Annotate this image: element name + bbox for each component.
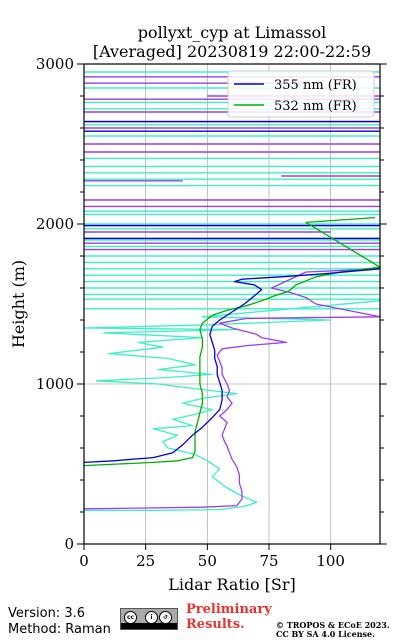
chart-title-line-1: pollyxt_cyp at Limassol	[138, 23, 327, 42]
data-layer	[83, 71, 381, 512]
lidar-ratio-chart: pollyxt_cyp at Limassol [Averaged] 20230…	[9, 23, 387, 594]
chart-title-line-2: [Averaged] 20230819 22:00-22:59	[93, 42, 371, 61]
y-axis-label: Height (m)	[9, 260, 28, 348]
legend-label: 532 nm (FR)	[274, 99, 357, 114]
series-line-532-nm-fr-	[83, 216, 381, 467]
y-tick-label: 3000	[36, 55, 74, 73]
copyright-line-1: © TROPOS & ECoE 2023.	[276, 620, 390, 630]
footer: Version: 3.6 Method: Raman cc i ↺ Prelim…	[0, 600, 400, 640]
legend-box	[227, 70, 375, 118]
y-tick-label: 0	[64, 535, 74, 553]
x-axis-label: Lidar Ratio [Sr]	[168, 575, 296, 594]
y-tick-label: 1000	[36, 375, 74, 393]
series-line-unlabelled-3	[83, 300, 381, 512]
version-text: Version: 3.6	[8, 606, 85, 621]
badge-bar	[121, 623, 177, 629]
y-tick-label: 2000	[36, 215, 74, 233]
x-tick-label: 100	[316, 552, 345, 570]
results-text: Results.	[186, 617, 245, 632]
x-tick-label: 25	[136, 552, 155, 570]
x-tick-label: 0	[79, 552, 89, 570]
preliminary-text: Preliminary	[186, 602, 272, 617]
legend-label: 355 nm (FR)	[274, 78, 357, 93]
x-tick-label: 50	[198, 552, 217, 570]
legend: 355 nm (FR) 532 nm (FR)	[227, 70, 375, 118]
cc-license-badge[interactable]: cc i ↺	[120, 608, 178, 630]
plot-frame	[83, 63, 381, 545]
method-text: Method: Raman	[8, 622, 111, 637]
series-line-355-nm-fr-	[83, 268, 381, 464]
creative-commons-icon: cc	[124, 611, 137, 624]
copyright-line-2: CC BY SA 4.0 License.	[276, 629, 375, 639]
x-tick-label: 75	[259, 552, 278, 570]
series-line-unlabelled-2	[83, 268, 381, 510]
